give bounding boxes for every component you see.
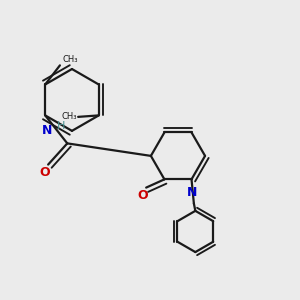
Text: O: O (137, 189, 148, 203)
Text: N: N (187, 186, 198, 199)
Text: H: H (57, 121, 65, 131)
Text: CH₃: CH₃ (61, 112, 77, 122)
Text: O: O (39, 166, 50, 179)
Text: N: N (41, 124, 52, 136)
Text: CH₃: CH₃ (62, 56, 78, 64)
